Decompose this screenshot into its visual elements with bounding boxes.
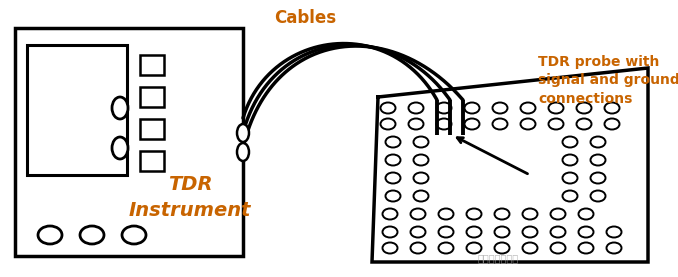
Ellipse shape	[523, 227, 538, 237]
Ellipse shape	[492, 119, 508, 130]
Ellipse shape	[409, 119, 424, 130]
Text: TDR: TDR	[167, 176, 212, 194]
Ellipse shape	[237, 143, 249, 161]
Ellipse shape	[466, 209, 481, 219]
Ellipse shape	[380, 119, 395, 130]
Ellipse shape	[237, 124, 249, 142]
Bar	[140, 87, 164, 107]
Ellipse shape	[410, 242, 426, 253]
Bar	[140, 55, 164, 75]
Ellipse shape	[551, 209, 565, 219]
Ellipse shape	[494, 227, 509, 237]
Ellipse shape	[414, 155, 428, 165]
Bar	[27, 45, 127, 175]
Ellipse shape	[494, 242, 509, 253]
Ellipse shape	[386, 137, 401, 147]
Ellipse shape	[605, 119, 620, 130]
Ellipse shape	[439, 227, 454, 237]
Ellipse shape	[380, 102, 395, 114]
Ellipse shape	[578, 242, 593, 253]
Text: TDR probe with
signal and ground
connections: TDR probe with signal and ground connect…	[538, 55, 678, 106]
Ellipse shape	[466, 227, 481, 237]
Ellipse shape	[494, 209, 509, 219]
Ellipse shape	[414, 191, 428, 201]
Ellipse shape	[386, 173, 401, 183]
Ellipse shape	[551, 242, 565, 253]
Ellipse shape	[386, 191, 401, 201]
Ellipse shape	[466, 242, 481, 253]
Ellipse shape	[607, 242, 622, 253]
Ellipse shape	[591, 155, 605, 165]
Ellipse shape	[523, 209, 538, 219]
Text: Cables: Cables	[274, 9, 336, 27]
Ellipse shape	[563, 191, 578, 201]
Ellipse shape	[80, 226, 104, 244]
Ellipse shape	[563, 137, 578, 147]
Ellipse shape	[410, 227, 426, 237]
Ellipse shape	[439, 209, 454, 219]
Ellipse shape	[492, 102, 508, 114]
Ellipse shape	[521, 102, 536, 114]
Polygon shape	[372, 68, 648, 262]
Ellipse shape	[549, 102, 563, 114]
Ellipse shape	[576, 102, 591, 114]
Ellipse shape	[382, 242, 397, 253]
Ellipse shape	[437, 102, 452, 114]
Ellipse shape	[112, 137, 128, 159]
Ellipse shape	[576, 119, 591, 130]
Bar	[140, 151, 164, 171]
Ellipse shape	[578, 209, 593, 219]
Ellipse shape	[439, 242, 454, 253]
Ellipse shape	[591, 137, 605, 147]
Ellipse shape	[409, 102, 424, 114]
Bar	[140, 119, 164, 139]
Ellipse shape	[563, 155, 578, 165]
Ellipse shape	[382, 227, 397, 237]
Ellipse shape	[382, 209, 397, 219]
Ellipse shape	[607, 227, 622, 237]
Ellipse shape	[112, 97, 128, 119]
Ellipse shape	[551, 227, 565, 237]
Ellipse shape	[386, 155, 401, 165]
Ellipse shape	[523, 242, 538, 253]
Ellipse shape	[437, 119, 452, 130]
Ellipse shape	[591, 191, 605, 201]
Ellipse shape	[521, 119, 536, 130]
Text: Instrument: Instrument	[129, 201, 252, 219]
Ellipse shape	[38, 226, 62, 244]
Ellipse shape	[410, 209, 426, 219]
Ellipse shape	[563, 173, 578, 183]
Ellipse shape	[414, 173, 428, 183]
Ellipse shape	[464, 102, 479, 114]
Ellipse shape	[591, 173, 605, 183]
Text: 硬件工程师看海: 硬件工程师看海	[477, 253, 519, 263]
Ellipse shape	[578, 227, 593, 237]
Ellipse shape	[414, 137, 428, 147]
Ellipse shape	[605, 102, 620, 114]
Ellipse shape	[549, 119, 563, 130]
Bar	[15, 28, 243, 256]
Ellipse shape	[464, 119, 479, 130]
Ellipse shape	[122, 226, 146, 244]
